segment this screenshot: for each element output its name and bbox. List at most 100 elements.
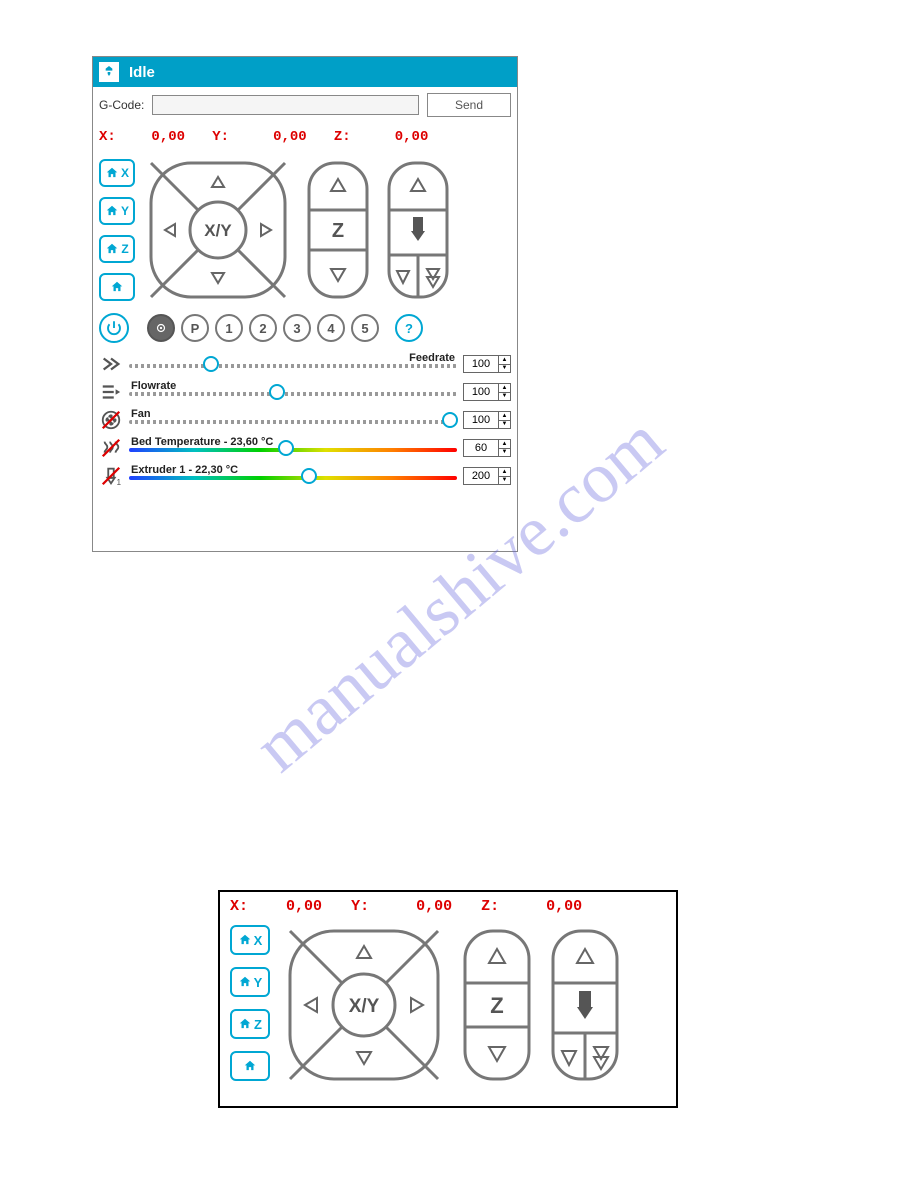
home-x-button[interactable]: X: [230, 925, 270, 955]
jog-y-minus-button[interactable]: [212, 273, 224, 283]
printer-control-panel: Idle G-Code: Send X: 0,00 Y: 0,00 Z: 0,0…: [92, 56, 518, 552]
home-icon: [105, 242, 119, 256]
home-icon: [238, 1017, 252, 1031]
pos-x-value: 0,00: [151, 129, 185, 145]
home-y-button[interactable]: Y: [99, 197, 135, 225]
extrude-slow-button[interactable]: [562, 1051, 576, 1065]
gcode-label: G-Code:: [99, 98, 144, 112]
macro-p-button[interactable]: P: [181, 314, 209, 342]
feedrate-slider-thumb[interactable]: [203, 356, 219, 372]
app-icon: [99, 62, 119, 82]
jog-z-minus-button[interactable]: [489, 1047, 505, 1061]
jog-y-plus-button[interactable]: [357, 946, 371, 958]
home-z-button[interactable]: Z: [99, 235, 135, 263]
spinner-up-icon[interactable]: ▲: [499, 440, 510, 449]
motors-off-button[interactable]: [147, 314, 175, 342]
macro-4-button[interactable]: 4: [317, 314, 345, 342]
nozzle-icon: [411, 217, 425, 241]
spinner-down-icon[interactable]: ▼: [499, 449, 510, 457]
home-x-button[interactable]: X: [99, 159, 135, 187]
macro-1-button[interactable]: 1: [215, 314, 243, 342]
extruder-jog-pad: [546, 921, 624, 1089]
macro-2-button[interactable]: 2: [249, 314, 277, 342]
home-icon: [238, 975, 252, 989]
z-label: Z: [490, 993, 503, 1018]
home-all-button[interactable]: [99, 273, 135, 301]
extrude-fast-button[interactable]: [594, 1047, 608, 1069]
fan-slider-thumb[interactable]: [442, 412, 458, 428]
position-readout: X: 0,00 Y: 0,00 Z: 0,00: [93, 121, 517, 155]
home-y-button[interactable]: Y: [230, 967, 270, 997]
flowrate-label: Flowrate: [131, 380, 176, 392]
extruder-temp-spinner[interactable]: 200 ▲▼: [463, 467, 511, 485]
xy-jog-pad: X/Y: [143, 155, 293, 305]
retract-button[interactable]: [411, 179, 425, 191]
jog-x-minus-button[interactable]: [305, 998, 317, 1012]
home-all-button[interactable]: [230, 1051, 270, 1081]
macro-3-button[interactable]: 3: [283, 314, 311, 342]
home-x-label: X: [254, 933, 263, 948]
spinner-up-icon[interactable]: ▲: [499, 412, 510, 421]
bed-temp-row: Bed Temperature - 23,60 °C 60 ▲▼: [99, 437, 511, 459]
home-z-button[interactable]: Z: [230, 1009, 270, 1039]
feedrate-value: 100: [464, 356, 498, 372]
jog-x-plus-button[interactable]: [411, 998, 423, 1012]
home-buttons-column: X Y Z: [99, 155, 135, 305]
spinner-down-icon[interactable]: ▼: [499, 477, 510, 485]
gcode-input[interactable]: [152, 95, 419, 115]
extruder-temp-row: 1 Extruder 1 - 22,30 °C 200 ▲▼: [99, 465, 511, 487]
jog-x-minus-button[interactable]: [165, 224, 175, 236]
fan-value: 100: [464, 412, 498, 428]
titlebar: Idle: [93, 57, 517, 87]
home-x-label: X: [121, 166, 129, 180]
jog-y-minus-button[interactable]: [357, 1052, 371, 1064]
extruder-heat-off-icon: 1: [99, 465, 123, 487]
extruder-temp-value: 200: [464, 468, 498, 484]
home-icon: [238, 933, 252, 947]
power-button[interactable]: [99, 313, 129, 343]
pos-x-label: X:: [99, 129, 116, 145]
z-jog-pad: Z: [458, 921, 536, 1089]
spinner-up-icon[interactable]: ▲: [499, 384, 510, 393]
fan-spinner[interactable]: 100 ▲▼: [463, 411, 511, 429]
jog-z-plus-button[interactable]: [489, 949, 505, 963]
extrude-fast-button[interactable]: [427, 269, 439, 287]
jog-panel-detail: X: 0,00 Y: 0,00 Z: 0,00 X Y Z: [218, 890, 678, 1108]
feedrate-spinner[interactable]: 100 ▲▼: [463, 355, 511, 373]
extruder-temp-label: Extruder 1 - 22,30 °C: [131, 464, 238, 476]
pos-y-label: Y:: [351, 898, 369, 915]
macro-5-button[interactable]: 5: [351, 314, 379, 342]
jog-controls-area: X Y Z X/Y: [220, 921, 676, 1097]
send-button[interactable]: Send: [427, 93, 511, 117]
jog-y-plus-button[interactable]: [212, 177, 224, 187]
spinner-up-icon[interactable]: ▲: [499, 356, 510, 365]
bed-temp-slider-thumb[interactable]: [278, 440, 294, 456]
flowrate-slider-thumb[interactable]: [269, 384, 285, 400]
fan-row: Fan 100 ▲▼: [99, 409, 511, 431]
extrude-slow-button[interactable]: [397, 271, 409, 283]
extruder-temp-slider-thumb[interactable]: [301, 468, 317, 484]
sliders-section: Feedrate 100 ▲▼ Flowrate 100 ▲▼: [93, 351, 517, 499]
help-button[interactable]: ?: [395, 314, 423, 342]
feedrate-label: Feedrate: [409, 352, 455, 364]
jog-z-plus-button[interactable]: [331, 179, 345, 191]
spinner-down-icon[interactable]: ▼: [499, 393, 510, 401]
jog-x-plus-button[interactable]: [261, 224, 271, 236]
feedrate-icon: [99, 353, 123, 375]
home-z-label: Z: [254, 1017, 262, 1032]
bed-temp-spinner[interactable]: 60 ▲▼: [463, 439, 511, 457]
pos-z-value: 0,00: [546, 898, 582, 915]
flowrate-spinner[interactable]: 100 ▲▼: [463, 383, 511, 401]
pos-y-label: Y:: [212, 129, 229, 145]
home-icon: [110, 280, 124, 294]
spinner-down-icon[interactable]: ▼: [499, 421, 510, 429]
spinner-up-icon[interactable]: ▲: [499, 468, 510, 477]
spinner-down-icon[interactable]: ▼: [499, 365, 510, 373]
retract-button[interactable]: [577, 949, 593, 963]
xy-label: X/Y: [349, 996, 380, 1017]
fan-off-icon: [99, 409, 123, 431]
target-icon: [154, 321, 168, 335]
pos-x-label: X:: [230, 898, 248, 915]
pos-y-value: 0,00: [416, 898, 452, 915]
jog-z-minus-button[interactable]: [331, 269, 345, 281]
